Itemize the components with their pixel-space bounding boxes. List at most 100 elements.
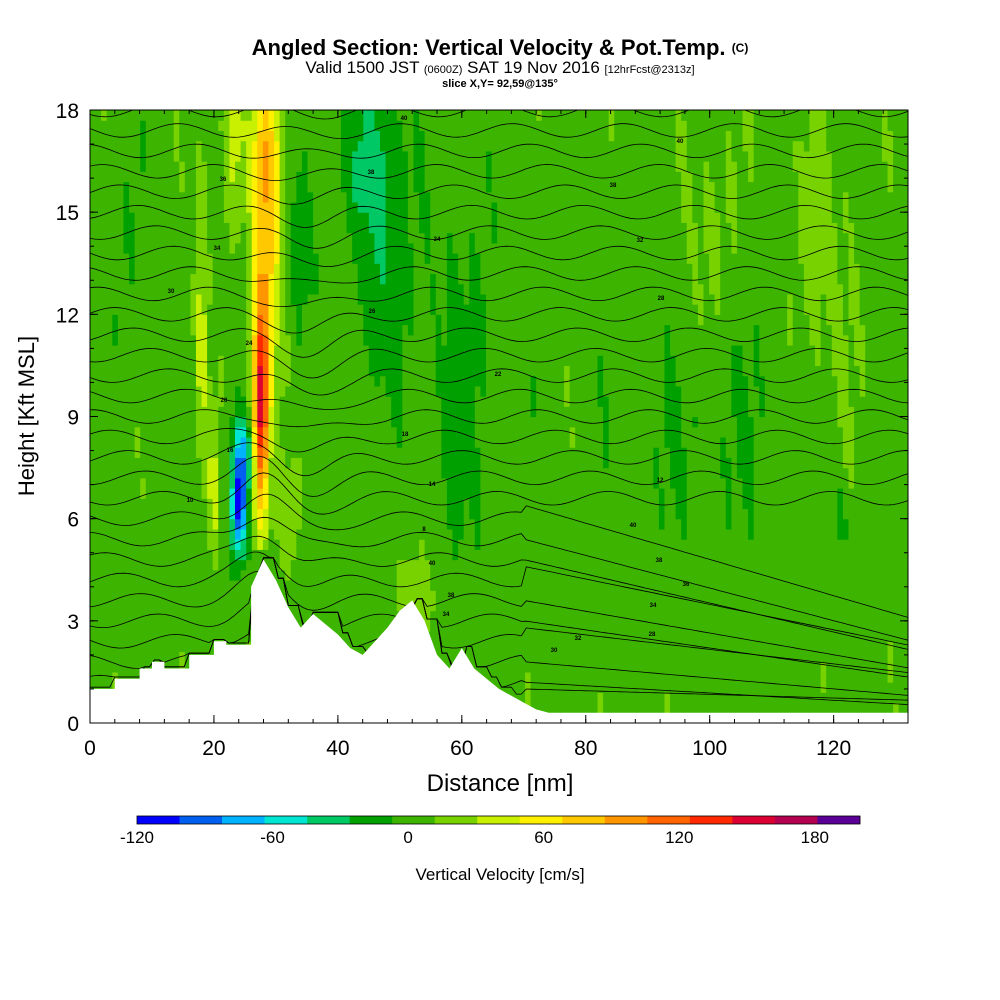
velocity-cell xyxy=(530,467,537,479)
velocity-cell xyxy=(129,130,136,142)
velocity-cell xyxy=(502,140,509,152)
velocity-cell xyxy=(190,344,197,356)
velocity-cell xyxy=(207,201,214,213)
velocity-cell xyxy=(474,385,482,397)
velocity-cell xyxy=(474,253,482,264)
velocity-cell xyxy=(536,569,543,581)
velocity-cell xyxy=(402,222,409,234)
velocity-cell xyxy=(329,344,336,356)
velocity-cell xyxy=(301,365,309,377)
velocity-cell xyxy=(123,385,130,397)
velocity-cell xyxy=(268,385,275,397)
velocity-cell xyxy=(340,406,348,418)
velocity-cell xyxy=(101,324,108,336)
velocity-cell xyxy=(452,171,459,183)
velocity-cell xyxy=(262,161,270,172)
velocity-cell xyxy=(201,253,208,264)
velocity-cell xyxy=(485,232,493,244)
velocity-cell xyxy=(140,283,147,295)
velocity-cell xyxy=(106,559,113,571)
velocity-cell xyxy=(485,671,493,683)
velocity-cell xyxy=(346,222,353,234)
velocity-cell xyxy=(402,293,409,305)
velocity-cell xyxy=(368,467,376,479)
velocity-cell xyxy=(240,171,247,183)
velocity-cell xyxy=(274,130,281,142)
velocity-cell xyxy=(497,488,504,499)
velocity-cell xyxy=(246,579,253,591)
velocity-cell xyxy=(307,426,314,438)
velocity-cell xyxy=(290,181,297,193)
velocity-cell xyxy=(290,528,297,540)
velocity-cell xyxy=(340,467,348,479)
velocity-cell xyxy=(530,130,537,142)
velocity-cell xyxy=(318,201,325,213)
velocity-cell xyxy=(485,212,493,223)
velocity-cell xyxy=(235,140,242,152)
velocity-cell xyxy=(502,396,509,407)
velocity-cell xyxy=(446,600,454,612)
velocity-cell xyxy=(195,396,203,407)
velocity-cell xyxy=(279,120,286,132)
velocity-cell xyxy=(324,600,331,612)
velocity-cell xyxy=(424,488,431,499)
velocity-cell xyxy=(156,181,164,193)
velocity-cell xyxy=(151,396,158,407)
velocity-cell xyxy=(352,396,359,407)
velocity-cell xyxy=(547,273,554,285)
velocity-cell xyxy=(173,273,180,285)
velocity-cell xyxy=(536,334,543,346)
velocity-cell xyxy=(469,293,476,305)
velocity-cell xyxy=(285,488,292,499)
velocity-cell xyxy=(218,559,225,571)
velocity-cell xyxy=(257,140,264,152)
velocity-cell xyxy=(257,477,264,489)
velocity-cell xyxy=(497,171,504,183)
velocity-cell xyxy=(346,344,353,356)
velocity-cell xyxy=(446,181,454,193)
velocity-cell xyxy=(290,263,297,275)
velocity-cell xyxy=(335,283,342,295)
velocity-cell xyxy=(95,457,102,469)
velocity-cell xyxy=(129,498,136,510)
velocity-cell xyxy=(246,140,253,152)
velocity-cell xyxy=(513,416,521,428)
velocity-cell xyxy=(502,365,509,377)
velocity-cell xyxy=(168,620,175,632)
velocity-cell xyxy=(268,293,275,305)
velocity-cell xyxy=(90,191,97,203)
velocity-cell xyxy=(530,355,537,367)
velocity-cell xyxy=(491,191,498,203)
velocity-cell xyxy=(363,498,370,510)
velocity-cell xyxy=(162,161,169,172)
velocity-cell xyxy=(402,426,409,438)
velocity-cell xyxy=(419,610,426,622)
velocity-cell xyxy=(134,477,141,489)
velocity-cell xyxy=(396,304,403,315)
velocity-cell xyxy=(117,508,125,520)
velocity-cell xyxy=(246,590,253,601)
velocity-cell xyxy=(106,385,113,397)
velocity-cell xyxy=(162,130,169,142)
velocity-cell xyxy=(290,293,297,305)
velocity-cell xyxy=(274,539,281,550)
velocity-cell xyxy=(374,620,381,632)
velocity-cell xyxy=(140,590,147,601)
velocity-cell xyxy=(391,181,398,193)
velocity-cell xyxy=(246,253,253,264)
velocity-cell xyxy=(430,120,437,132)
velocity-cell xyxy=(101,120,108,132)
velocity-cell xyxy=(485,304,493,315)
velocity-cell xyxy=(151,477,158,489)
velocity-cell xyxy=(195,600,203,612)
velocity-cell xyxy=(340,620,348,632)
velocity-cell xyxy=(413,365,420,377)
velocity-cell xyxy=(441,263,448,275)
velocity-cell xyxy=(117,406,125,418)
velocity-cell xyxy=(374,549,381,561)
velocity-cell xyxy=(452,253,459,264)
velocity-cell xyxy=(201,539,208,550)
velocity-cell xyxy=(380,120,387,132)
velocity-cell xyxy=(452,600,459,612)
